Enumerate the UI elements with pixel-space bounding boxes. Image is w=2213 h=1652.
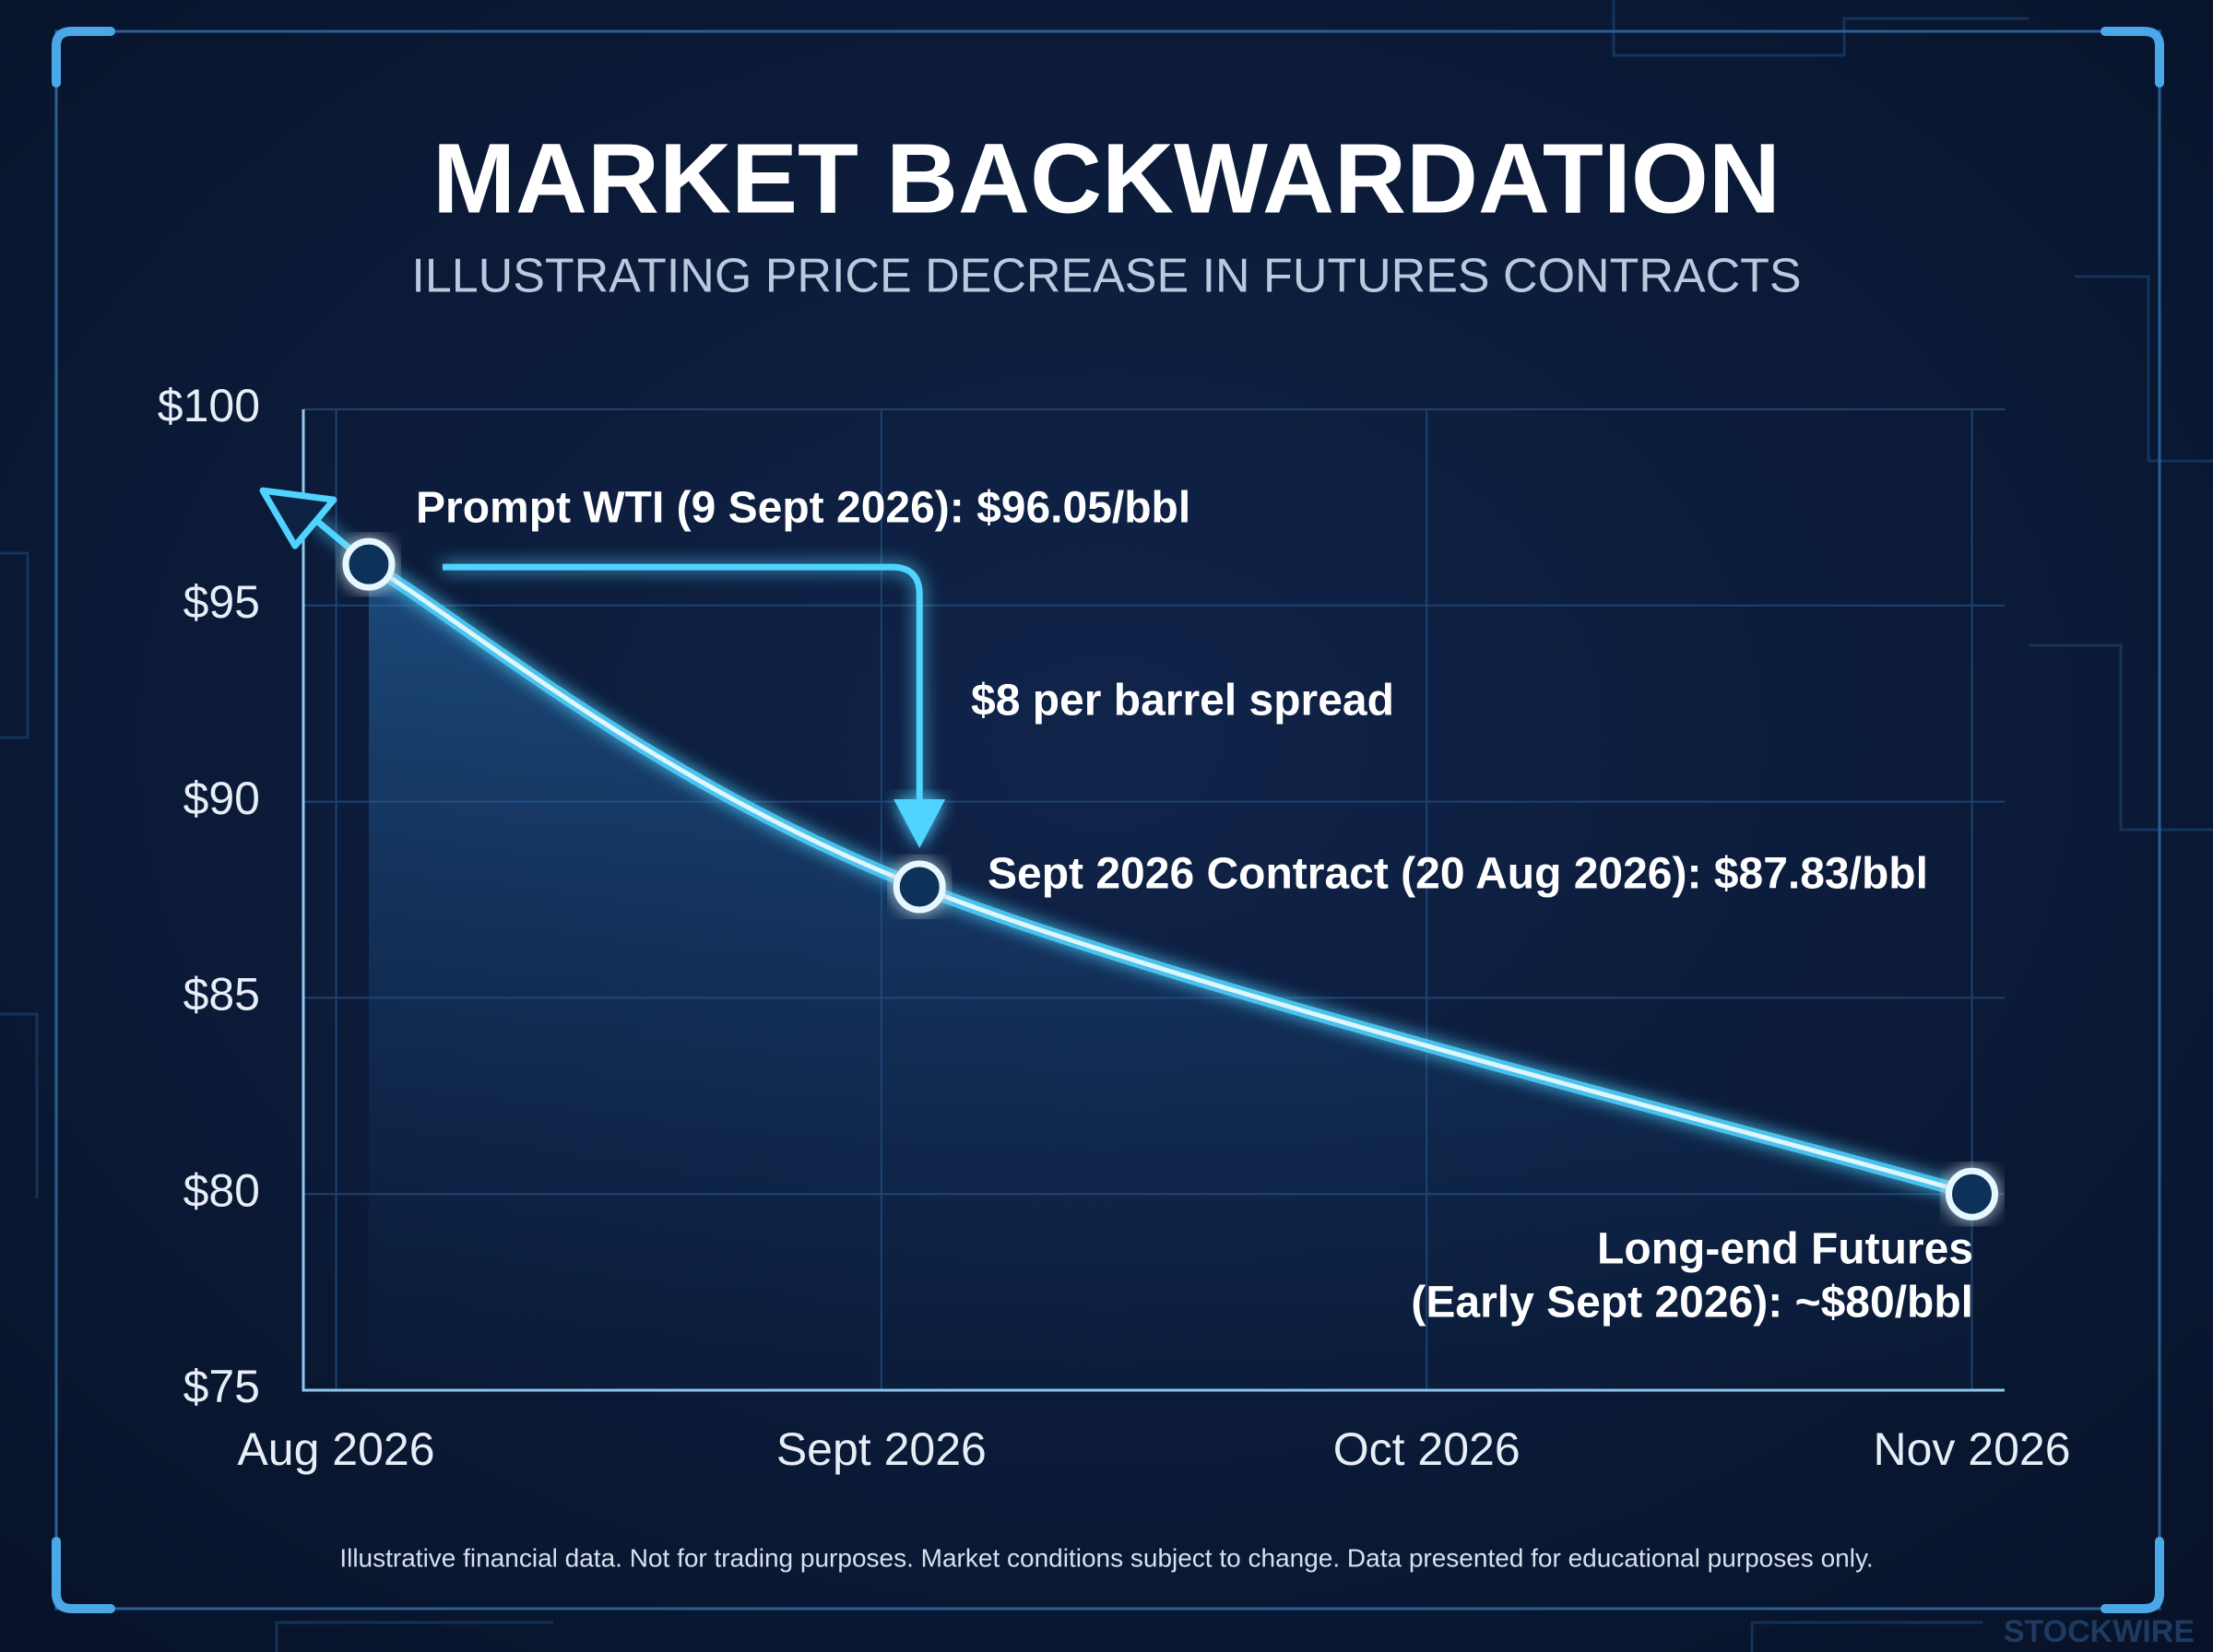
spread-arrow-head [893,798,946,848]
watermark: STOCKWIRE [2004,1614,2195,1649]
plot: $75 $80 $85 $90 $95 $100 Aug 2026 Sept 2026 Oct … [158,380,2071,1475]
x-tick-label: Oct 2026 [1333,1423,1521,1475]
footnote: Illustrative financial data. Not for tra… [339,1543,1873,1572]
annotation: Prompt WTI (9 Sept 2026): $96.05/bbl [416,484,1190,533]
x-tick-label: Sept 2026 [776,1423,987,1475]
spread-bracket [442,563,923,804]
annotation: Sept 2026 Contract (20 Aug 2026): $87.83… [988,850,1928,899]
frame [54,30,2161,1611]
point [1946,1167,1999,1221]
start-arrow-head [259,487,337,549]
chart-subtitle: ILLUSTRATING PRICE DECREASE IN FUTURES C… [411,250,1801,303]
annotation: Long-end Futures [1597,1225,1973,1274]
y-tick-label: $95 [183,576,260,628]
frame-corners [52,27,2164,1613]
x-tick-label: Aug 2026 [237,1423,434,1475]
y-tick-label: $80 [183,1164,260,1216]
y-tick-label: $90 [183,773,260,824]
point [342,537,396,591]
line [367,561,1973,1197]
point [893,860,946,914]
y-tick-label: $85 [183,969,260,1021]
annotation: $8 per barrel spread [971,677,1394,726]
x-tick-label: Nov 2026 [1873,1423,2070,1475]
y-tick-label: $100 [158,380,260,431]
annotation: (Early Sept 2026): ~$80/bbl [1411,1279,1973,1328]
chart-title: MARKET BACKWARDATION [432,123,1781,234]
y-tick-label: $75 [183,1361,260,1412]
